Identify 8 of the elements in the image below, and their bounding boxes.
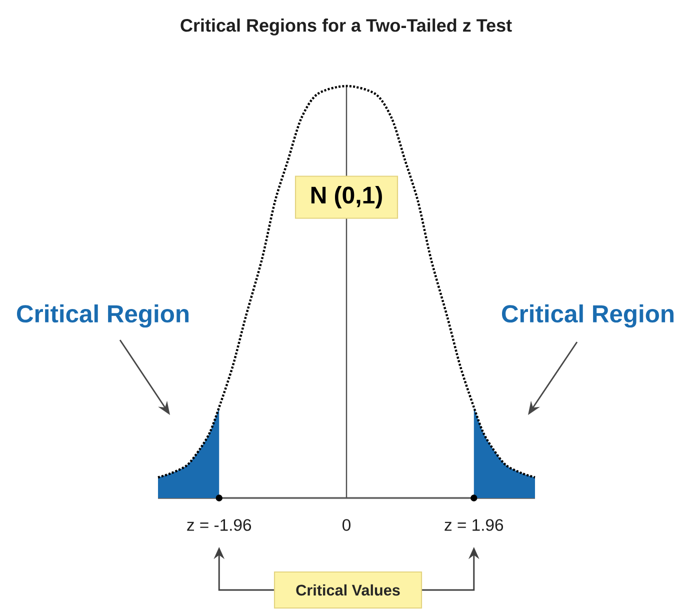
x-tick-label: z = 1.96 xyxy=(444,519,504,531)
x-tick-label: 0 xyxy=(342,519,350,531)
annotation: Critical Region xyxy=(16,304,188,328)
x-tick-label: z = -1.96 xyxy=(187,519,252,531)
text: Critical Values xyxy=(296,584,400,596)
annotation: N (0,1) xyxy=(311,186,382,208)
chart-title: Critical Regions for a Two-Tailed z Test xyxy=(180,18,512,36)
annotation: Critical Region xyxy=(502,304,674,328)
